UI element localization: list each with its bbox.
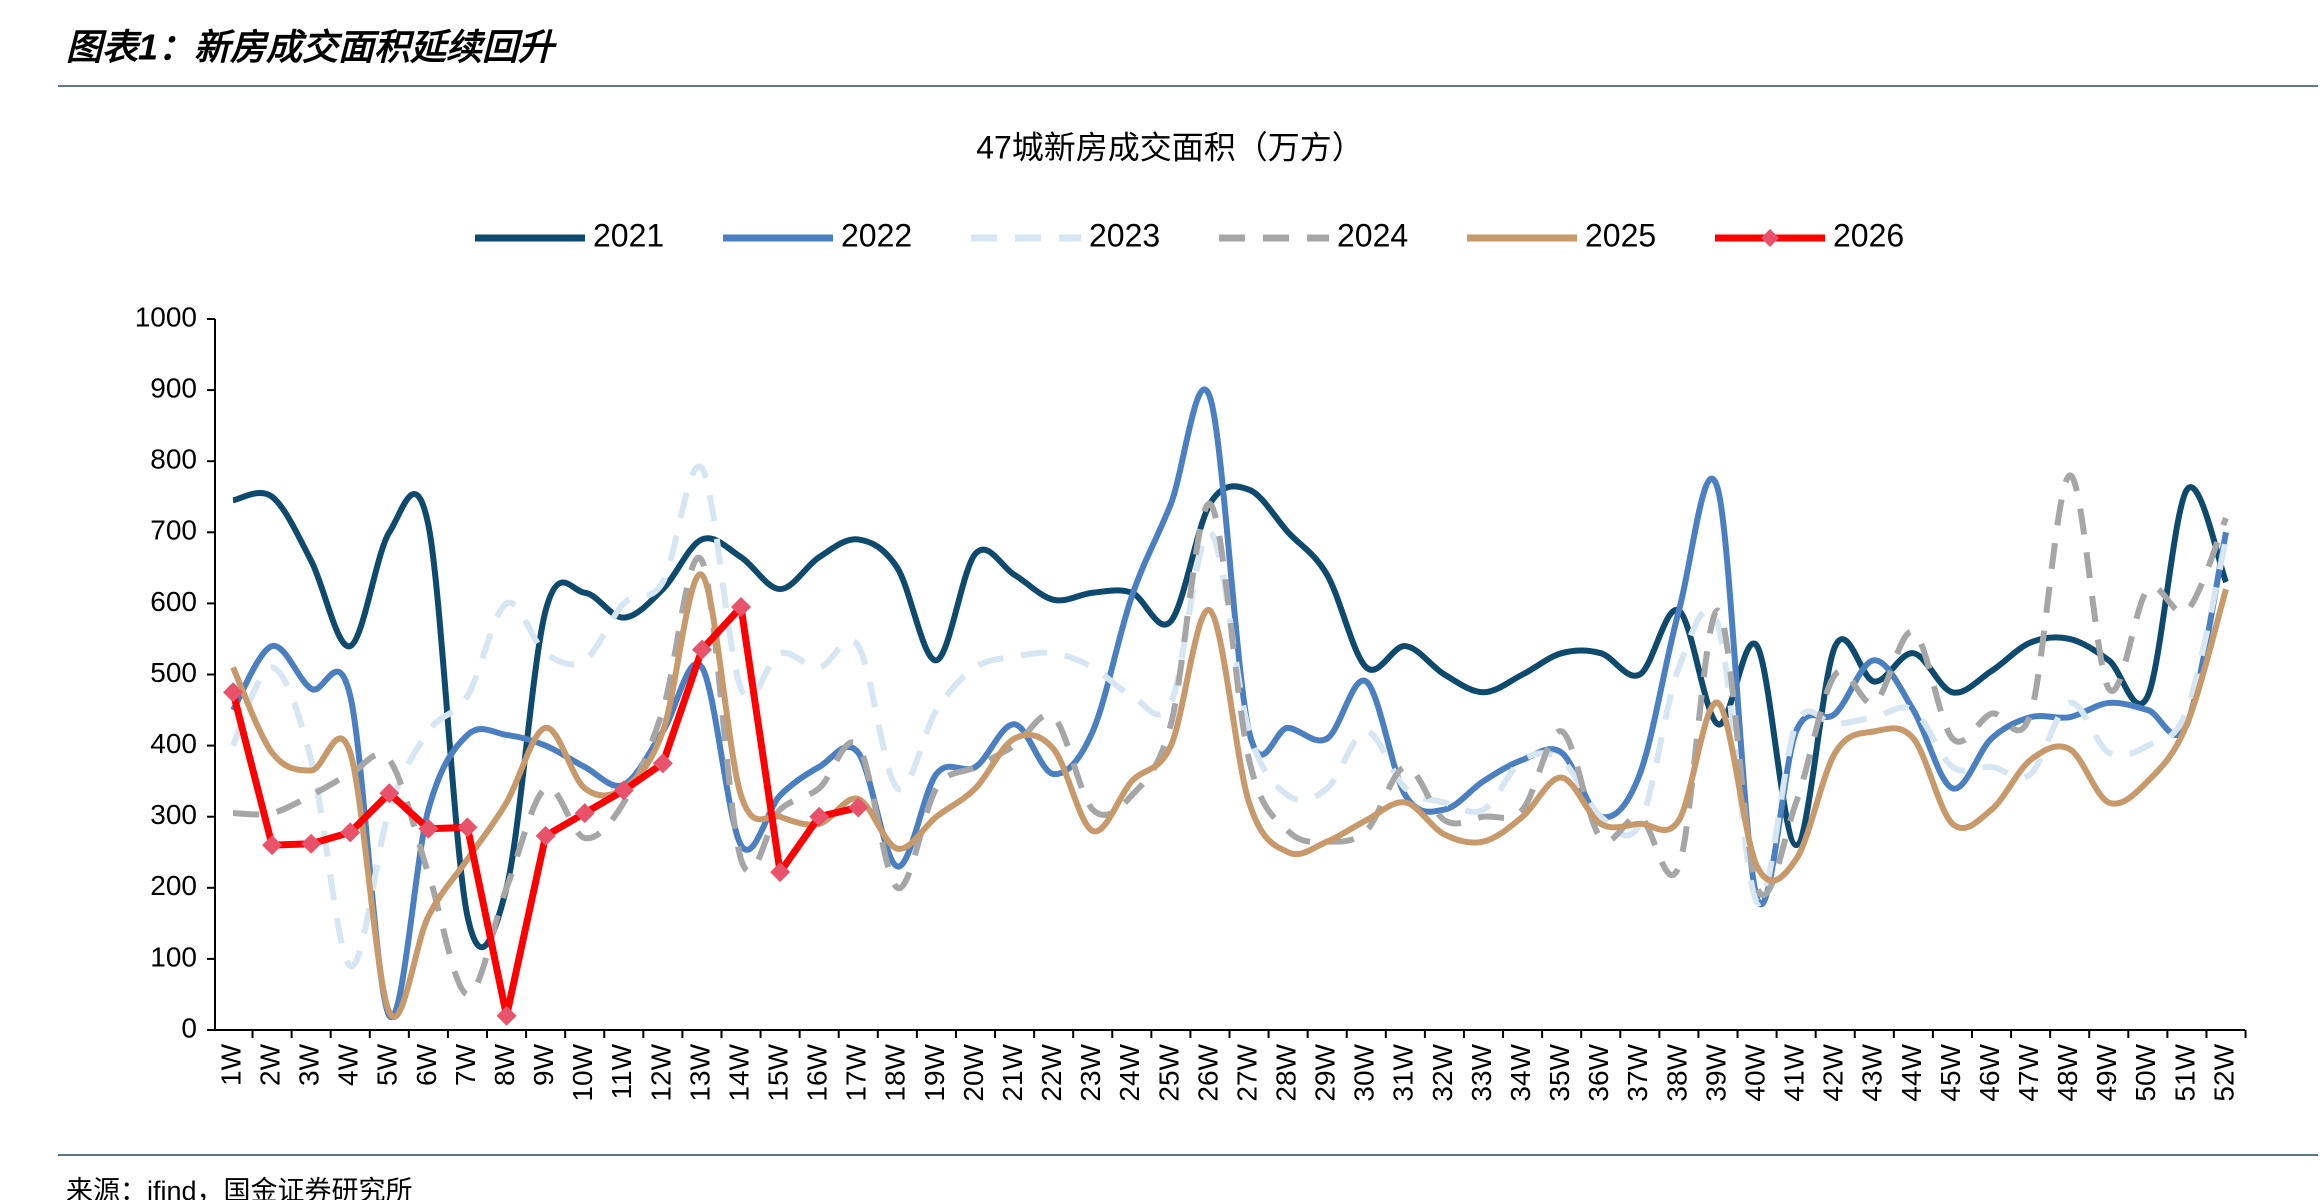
y-tick-label: 500 — [150, 657, 197, 688]
x-tick-label: 44W — [1896, 1043, 1927, 1101]
y-tick-label: 800 — [150, 444, 197, 475]
x-tick-label: 43W — [1857, 1043, 1888, 1101]
x-tick-label: 42W — [1818, 1043, 1849, 1101]
x-tick-label: 24W — [1114, 1043, 1145, 1101]
y-tick-label: 1000 — [135, 301, 197, 332]
point-marker — [613, 780, 634, 801]
y-tick-label: 400 — [150, 728, 197, 759]
x-tick-label: 13W — [684, 1043, 715, 1101]
x-tick-label: 12W — [645, 1043, 676, 1101]
point-marker — [223, 682, 243, 703]
x-tick-label: 39W — [1700, 1043, 1731, 1101]
y-tick-label: 300 — [150, 799, 197, 830]
point-marker — [535, 825, 556, 846]
x-tick-label: 34W — [1505, 1043, 1536, 1101]
point-marker — [379, 783, 400, 804]
x-tick-label: 8W — [489, 1043, 520, 1086]
x-tick-label: 6W — [411, 1043, 442, 1086]
x-tick-label: 11W — [606, 1043, 637, 1099]
x-tick-label: 19W — [919, 1043, 950, 1101]
y-tick-label: 700 — [150, 515, 197, 546]
y-tick-label: 100 — [150, 941, 197, 972]
x-tick-label: 30W — [1349, 1043, 1380, 1101]
x-tick-label: 14W — [723, 1043, 754, 1101]
x-tick-label: 5W — [372, 1043, 403, 1086]
legend-label: 2022 — [841, 217, 912, 253]
point-marker — [418, 818, 439, 839]
x-tick-label: 23W — [1075, 1043, 1106, 1101]
point-marker — [301, 833, 322, 854]
legend-label: 2026 — [1833, 217, 1904, 253]
series-line — [230, 386, 2229, 1021]
page-title: 图表1：新房成交面积延续回升 — [66, 27, 557, 68]
point-marker — [457, 817, 478, 838]
x-tick-label: 7W — [450, 1043, 481, 1086]
x-tick-label: 49W — [2091, 1043, 2122, 1101]
legend-marker — [1761, 229, 1779, 247]
legend-label: 2023 — [1089, 217, 1160, 253]
x-tick-label: 26W — [1192, 1043, 1223, 1101]
x-tick-label: 27W — [1231, 1043, 1262, 1101]
legend-label: 2024 — [1337, 217, 1408, 253]
x-tick-label: 41W — [1779, 1043, 1810, 1101]
legend-label: 2021 — [593, 217, 664, 253]
x-tick-label: 25W — [1153, 1043, 1184, 1101]
x-tick-label: 15W — [762, 1043, 793, 1101]
x-tick-label: 33W — [1466, 1043, 1497, 1101]
y-tick-label: 200 — [150, 870, 197, 901]
x-tick-label: 22W — [1036, 1043, 1067, 1101]
x-tick-label: 46W — [1974, 1043, 2005, 1101]
x-tick-label: 37W — [1622, 1043, 1653, 1101]
series-line — [229, 603, 860, 1020]
x-tick-label: 35W — [1544, 1043, 1575, 1101]
point-marker — [770, 862, 791, 883]
x-tick-label: 52W — [2208, 1043, 2239, 1101]
point-marker — [691, 639, 712, 660]
x-tick-label: 32W — [1427, 1043, 1458, 1101]
x-tick-label: 51W — [2169, 1043, 2200, 1101]
x-tick-label: 40W — [1739, 1043, 1770, 1101]
x-tick-label: 18W — [880, 1043, 911, 1101]
x-tick-label: 17W — [841, 1043, 872, 1101]
point-marker — [731, 596, 752, 617]
y-tick-label: 0 — [181, 1012, 197, 1043]
point-marker — [848, 797, 869, 818]
x-tick-label: 38W — [1661, 1043, 1692, 1101]
x-tick-label: 20W — [958, 1043, 989, 1101]
x-tick-label: 48W — [2052, 1043, 2083, 1101]
source-note: 来源：ifind，国金证券研究所 — [66, 1176, 413, 1200]
x-tick-label: 21W — [997, 1043, 1028, 1101]
x-tick-label: 9W — [528, 1043, 559, 1086]
x-tick-label: 3W — [294, 1043, 325, 1086]
x-tick-label: 10W — [567, 1043, 598, 1101]
x-tick-label: 29W — [1310, 1043, 1341, 1101]
x-tick-label: 50W — [2130, 1043, 2161, 1101]
point-marker — [809, 806, 830, 827]
x-tick-label: 31W — [1388, 1043, 1419, 1101]
x-tick-label: 16W — [802, 1043, 833, 1101]
legend-label: 2025 — [1585, 217, 1656, 253]
series-line — [232, 472, 2229, 998]
x-tick-label: 36W — [1583, 1043, 1614, 1101]
x-tick-label: 2W — [254, 1043, 285, 1086]
chart-title: 47城新房成交面积（万方） — [976, 129, 1364, 165]
point-marker — [262, 835, 283, 856]
y-tick-label: 900 — [150, 372, 197, 403]
x-tick-label: 45W — [1935, 1043, 1966, 1101]
x-tick-label: 47W — [2013, 1043, 2044, 1101]
series-line — [230, 463, 2229, 970]
point-marker — [574, 803, 595, 824]
point-marker — [340, 822, 361, 843]
y-tick-label: 600 — [150, 586, 197, 617]
point-marker — [652, 753, 673, 774]
series-line — [230, 571, 2229, 1020]
x-tick-label: 28W — [1271, 1043, 1302, 1101]
x-tick-label: 4W — [333, 1043, 364, 1086]
x-tick-label: 1W — [215, 1043, 246, 1086]
point-marker — [496, 1005, 517, 1026]
